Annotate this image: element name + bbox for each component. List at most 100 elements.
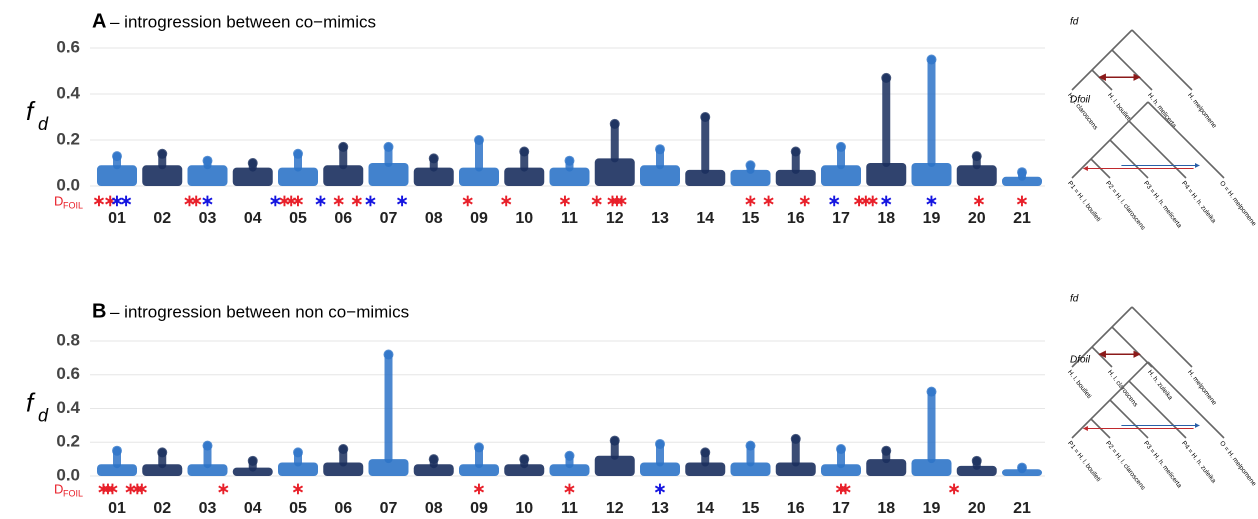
- point-cloud: [549, 167, 590, 186]
- tree-leaf-label: H. l. boulleti: [1106, 92, 1132, 123]
- point-cloud: [685, 462, 726, 476]
- y-tick-label: 0.4: [56, 83, 80, 102]
- tree-title: fd: [1070, 17, 1079, 28]
- dfoil-marker: ∗: [653, 481, 666, 498]
- panel-title: – introgression between co−mimics: [110, 12, 376, 31]
- peak-point: [655, 438, 665, 449]
- tree-title: fd: [1070, 294, 1079, 305]
- dfoil-marker: ∗: [110, 193, 123, 210]
- dfoil-marker: ∗: [834, 481, 847, 498]
- x-tick-label: 17: [832, 500, 850, 517]
- y-tick-label: 0.6: [56, 364, 80, 383]
- x-tick-label: 11: [561, 500, 578, 517]
- peak-point: [338, 444, 349, 454]
- tree-title: Dfoil: [1070, 355, 1091, 366]
- x-tick-label: 12: [606, 210, 624, 227]
- dfoil-marker: ∗: [278, 193, 291, 210]
- y-label-sub: d: [38, 405, 49, 425]
- point-cloud: [549, 464, 590, 476]
- point-cloud: [97, 464, 137, 476]
- dfoil-marker: ∗: [947, 481, 960, 498]
- panel-letter: B: [92, 300, 106, 322]
- x-tick-label: 21: [1013, 500, 1031, 517]
- point-cloud: [232, 167, 273, 186]
- x-tick-label: 05: [289, 500, 307, 517]
- x-tick-label: 10: [515, 210, 533, 227]
- x-tick-label: 09: [470, 500, 488, 517]
- point-cloud: [323, 462, 364, 476]
- x-tick-label: 12: [606, 500, 624, 517]
- dfoil-marker: ∗: [135, 481, 148, 498]
- dfoil-marker: ∗: [285, 193, 298, 210]
- x-tick-label: 14: [696, 210, 714, 227]
- peak-point: [700, 112, 711, 122]
- x-tick-label: 01: [108, 210, 126, 227]
- peak-point: [474, 442, 484, 453]
- peak-point: [338, 141, 349, 152]
- peak-point: [745, 160, 756, 171]
- dfoil-marker: ∗: [798, 193, 811, 210]
- y-tick-label: 0.2: [56, 129, 80, 148]
- y-label-sub: d: [38, 114, 49, 134]
- tree-leaf-label: P4 = H. h. zuleika: [1180, 180, 1217, 225]
- peak-point: [881, 445, 892, 456]
- peak-point: [926, 386, 937, 397]
- point-cloud: [413, 464, 454, 476]
- dfoil-label-sub: FOIL: [63, 200, 83, 210]
- tree-leaf-label: H. melpomene: [1186, 92, 1218, 130]
- tree-leaf-label: P3 = H. h. melicerta: [1142, 440, 1183, 490]
- peak-point: [112, 151, 122, 162]
- peak-point: [564, 450, 575, 461]
- dfoil-label-sub: FOIL: [63, 488, 83, 498]
- tree-spine: [1071, 29, 1133, 91]
- tree-branch: [1109, 399, 1149, 439]
- peak-point: [202, 155, 213, 166]
- x-tick-label: 08: [425, 500, 443, 517]
- point-cloud: [821, 464, 861, 476]
- x-tick-label: 17: [832, 210, 850, 227]
- tree-branch: [1128, 380, 1187, 439]
- dfoil-marker: ∗: [744, 193, 757, 210]
- tree-branch: [1131, 29, 1193, 91]
- point-cloud: [594, 158, 635, 186]
- point-cloud: [187, 464, 228, 476]
- peak-point: [836, 444, 846, 454]
- dfoil-marker: ∗: [972, 193, 985, 210]
- dfoil-marker: ∗: [1015, 193, 1028, 210]
- peak-point: [293, 148, 303, 159]
- tree-leaf-label: P1 = H. l. boulleti: [1066, 180, 1102, 223]
- dfoil-label: D: [54, 481, 63, 496]
- x-tick-label: 16: [787, 500, 805, 517]
- dfoil-marker: ∗: [189, 193, 202, 210]
- tree-leaf-label: H. l. boulleti: [1066, 369, 1092, 400]
- tree-title: Dfoil: [1070, 95, 1091, 106]
- peak-point: [700, 447, 711, 458]
- x-tick-label: 03: [199, 210, 217, 227]
- dfoil-marker: ∗: [615, 193, 628, 210]
- peak-point: [971, 455, 982, 466]
- point-cloud: [866, 459, 907, 476]
- y-tick-label: 0.4: [56, 398, 80, 417]
- peak-point: [202, 440, 213, 451]
- point-cloud: [504, 464, 545, 476]
- dfoil-marker: ∗: [97, 481, 110, 498]
- x-tick-label: 04: [244, 210, 262, 227]
- point-cloud: [187, 165, 228, 186]
- point-cloud: [594, 455, 635, 476]
- tree-spine: [1071, 306, 1133, 368]
- point-cloud: [821, 165, 861, 186]
- dfoil-marker: ∗: [131, 481, 144, 498]
- point-cloud: [956, 165, 997, 186]
- dfoil-marker: ∗: [395, 193, 408, 210]
- point-cloud: [640, 165, 680, 186]
- dfoil-marker: ∗: [291, 193, 304, 210]
- dfoil-marker: ∗: [866, 193, 879, 210]
- point-cloud: [730, 462, 771, 476]
- peak-point: [157, 447, 168, 458]
- point-cloud: [413, 167, 454, 186]
- x-tick-label: 18: [877, 210, 895, 227]
- point-cloud: [775, 462, 816, 476]
- tree-leaf-label: P2 = H. l. claroscens: [1104, 180, 1147, 232]
- peak-point: [247, 158, 258, 168]
- dfoil-marker: ∗: [590, 193, 603, 210]
